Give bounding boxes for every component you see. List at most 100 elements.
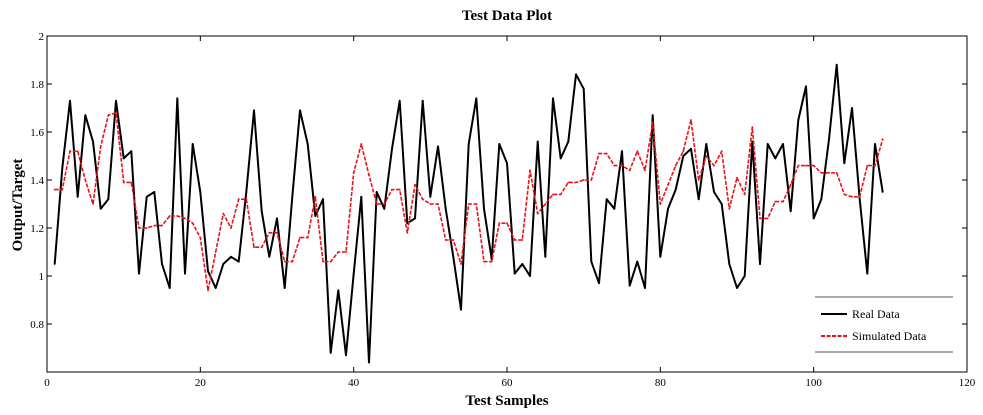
data-point-real-data — [513, 272, 516, 275]
data-point-real-data — [153, 191, 156, 193]
data-point-simulated-data — [53, 188, 56, 191]
data-point-real-data — [429, 195, 432, 198]
data-point-real-data — [122, 157, 125, 160]
data-point-simulated-data — [828, 171, 830, 174]
data-point-real-data — [720, 203, 723, 205]
y-tick-label: 0.8 — [30, 319, 44, 331]
data-point-real-data — [99, 207, 102, 210]
data-point-real-data — [743, 275, 746, 277]
data-point-simulated-data — [490, 260, 493, 263]
data-point-simulated-data — [690, 119, 692, 121]
data-point-simulated-data — [513, 239, 516, 241]
y-tick-label: 1.4 — [30, 175, 44, 187]
data-point-real-data — [475, 97, 478, 100]
data-point-real-data — [820, 198, 823, 201]
x-tick-label: 0 — [44, 377, 50, 389]
data-point-simulated-data — [61, 188, 64, 191]
data-point-simulated-data — [805, 164, 807, 167]
data-point-real-data — [138, 272, 140, 275]
data-point-real-data — [84, 114, 87, 117]
data-point-real-data — [230, 255, 232, 258]
y-axis-title: Output/Target — [10, 159, 26, 252]
y-tick-label: 2 — [39, 31, 45, 43]
data-point-simulated-data — [782, 200, 784, 203]
data-point-simulated-data — [590, 179, 593, 181]
y-tick-label: 1.6 — [30, 127, 44, 139]
data-point-simulated-data — [544, 203, 547, 205]
data-point-simulated-data — [858, 195, 861, 198]
data-point-real-data — [713, 191, 715, 193]
data-point-simulated-data — [644, 169, 646, 172]
data-point-real-data — [391, 147, 393, 150]
data-point-simulated-data — [713, 164, 715, 167]
data-point-simulated-data — [291, 260, 294, 263]
data-point-simulated-data — [391, 188, 393, 191]
data-point-real-data — [705, 143, 708, 145]
data-point-simulated-data — [360, 143, 363, 145]
data-point-simulated-data — [207, 289, 209, 292]
data-point-real-data — [759, 263, 761, 265]
data-point-simulated-data — [789, 183, 792, 186]
data-point-real-data — [322, 198, 324, 201]
data-point-real-data — [337, 289, 340, 292]
y-tick-label: 1 — [39, 271, 45, 283]
data-point-simulated-data — [214, 251, 217, 253]
data-point-simulated-data — [452, 239, 455, 241]
data-point-real-data — [360, 195, 363, 198]
data-point-simulated-data — [843, 193, 846, 196]
data-point-simulated-data — [107, 114, 110, 117]
data-point-real-data — [590, 260, 593, 263]
data-point-simulated-data — [130, 181, 133, 184]
data-point-simulated-data — [153, 224, 156, 227]
data-point-real-data — [115, 99, 117, 102]
data-point-real-data — [222, 263, 225, 265]
data-point-simulated-data — [406, 231, 409, 234]
data-point-simulated-data — [161, 224, 163, 227]
data-point-simulated-data — [76, 150, 79, 153]
data-point-simulated-data — [92, 203, 94, 205]
data-point-simulated-data — [345, 251, 347, 253]
data-point-real-data — [460, 308, 462, 311]
data-point-simulated-data — [835, 171, 838, 174]
data-point-real-data — [352, 272, 355, 275]
data-point-real-data — [53, 263, 56, 265]
data-point-real-data — [682, 155, 685, 157]
data-point-simulated-data — [283, 260, 286, 263]
data-point-real-data — [421, 99, 424, 102]
data-point-simulated-data — [122, 181, 125, 184]
data-point-simulated-data — [674, 164, 677, 167]
data-point-real-data — [659, 255, 662, 258]
data-point-real-data — [245, 191, 248, 193]
data-point-simulated-data — [314, 195, 317, 198]
data-point-real-data — [161, 263, 163, 265]
data-point-real-data — [697, 198, 700, 201]
data-point-real-data — [736, 287, 738, 289]
data-point-simulated-data — [766, 217, 769, 220]
data-point-real-data — [567, 140, 570, 143]
data-point-real-data — [843, 162, 846, 165]
data-point-simulated-data — [421, 198, 424, 201]
data-point-simulated-data — [176, 215, 179, 217]
data-point-simulated-data — [621, 164, 623, 167]
data-point-real-data — [145, 195, 148, 198]
data-point-real-data — [674, 188, 677, 191]
data-point-simulated-data — [253, 246, 255, 249]
data-point-simulated-data — [759, 217, 761, 220]
data-point-real-data — [835, 63, 838, 66]
data-point-simulated-data — [268, 231, 271, 234]
data-point-real-data — [168, 287, 171, 289]
data-point-real-data — [782, 143, 784, 145]
data-point-simulated-data — [329, 260, 332, 263]
data-point-simulated-data — [628, 169, 631, 172]
data-point-real-data — [329, 351, 332, 354]
data-point-real-data — [237, 260, 240, 263]
data-point-real-data — [69, 99, 71, 102]
data-point-simulated-data — [444, 239, 447, 241]
data-point-simulated-data — [774, 200, 777, 203]
data-point-real-data — [253, 109, 255, 112]
data-point-real-data — [398, 99, 401, 102]
data-point-real-data — [881, 191, 884, 193]
data-point-simulated-data — [728, 207, 731, 210]
data-point-simulated-data — [636, 150, 639, 153]
